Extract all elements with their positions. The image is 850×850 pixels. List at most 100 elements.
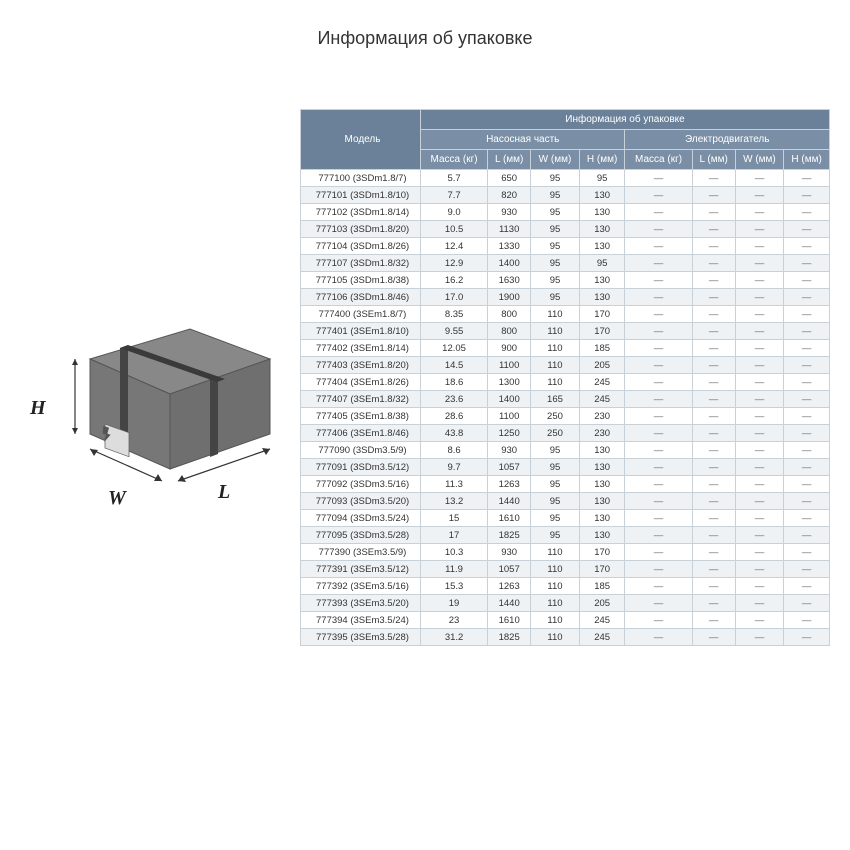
- table-row: 777402 (3SEm1.8/14)12.05900110185————: [301, 340, 830, 357]
- cell-value: —: [784, 170, 830, 187]
- table-row: 777093 (3SDm3.5/20)13.2144095130————: [301, 493, 830, 510]
- cell-value: 800: [488, 323, 531, 340]
- cell-value: —: [692, 510, 735, 527]
- cell-value: —: [735, 204, 784, 221]
- cell-value: 15: [421, 510, 488, 527]
- cell-value: —: [625, 425, 692, 442]
- table-body: 777100 (3SDm1.8/7)5.76509595————777101 (…: [301, 170, 830, 646]
- cell-value: —: [784, 425, 830, 442]
- table-row: 777100 (3SDm1.8/7)5.76509595————: [301, 170, 830, 187]
- cell-value: 1900: [488, 289, 531, 306]
- cell-value: 12.9: [421, 255, 488, 272]
- cell-value: —: [625, 323, 692, 340]
- cell-value: —: [735, 578, 784, 595]
- col-pump: Насосная часть: [421, 130, 625, 150]
- table-row: 777106 (3SDm1.8/46)17.0190095130————: [301, 289, 830, 306]
- cell-value: —: [784, 255, 830, 272]
- cell-model: 777407 (3SEm1.8/32): [301, 391, 421, 408]
- cell-model: 777104 (3SDm1.8/26): [301, 238, 421, 255]
- cell-value: —: [784, 442, 830, 459]
- cell-value: —: [625, 204, 692, 221]
- cell-value: —: [735, 357, 784, 374]
- cell-value: —: [735, 306, 784, 323]
- cell-value: —: [784, 340, 830, 357]
- cell-value: —: [784, 306, 830, 323]
- cell-value: —: [625, 510, 692, 527]
- cell-value: —: [735, 408, 784, 425]
- cell-value: —: [735, 170, 784, 187]
- cell-value: 1440: [488, 595, 531, 612]
- table-row: 777406 (3SEm1.8/46)43.81250250230————: [301, 425, 830, 442]
- cell-value: 12.4: [421, 238, 488, 255]
- cell-model: 777404 (3SEm1.8/26): [301, 374, 421, 391]
- cell-value: —: [735, 510, 784, 527]
- cell-model: 777093 (3SDm3.5/20): [301, 493, 421, 510]
- cell-value: 1057: [488, 561, 531, 578]
- cell-value: —: [692, 561, 735, 578]
- dimension-h-label: H: [30, 397, 46, 420]
- cell-value: —: [735, 544, 784, 561]
- cell-value: 15.3: [421, 578, 488, 595]
- col-pump-w: W (мм): [531, 150, 580, 170]
- table-row: 777105 (3SDm1.8/38)16.2163095130————: [301, 272, 830, 289]
- cell-value: 170: [579, 323, 625, 340]
- cell-value: 110: [531, 306, 580, 323]
- cell-value: 10.5: [421, 221, 488, 238]
- cell-value: 1440: [488, 493, 531, 510]
- box-illustration: H W L: [20, 109, 300, 514]
- cell-value: —: [784, 238, 830, 255]
- cell-value: —: [625, 306, 692, 323]
- cell-value: —: [735, 374, 784, 391]
- table-row: 777407 (3SEm1.8/32)23.61400165245————: [301, 391, 830, 408]
- cell-value: —: [625, 544, 692, 561]
- cell-value: 110: [531, 357, 580, 374]
- cell-model: 777391 (3SEm3.5/12): [301, 561, 421, 578]
- cell-value: —: [735, 289, 784, 306]
- cell-value: —: [625, 442, 692, 459]
- cell-value: 95: [531, 289, 580, 306]
- cell-value: —: [692, 340, 735, 357]
- cell-value: 130: [579, 238, 625, 255]
- table-row: 777107 (3SDm1.8/32)12.914009595————: [301, 255, 830, 272]
- cell-value: —: [625, 170, 692, 187]
- cell-value: —: [735, 323, 784, 340]
- cell-value: 1300: [488, 374, 531, 391]
- col-motor-w: W (мм): [735, 150, 784, 170]
- cell-value: 1610: [488, 510, 531, 527]
- cell-value: 1825: [488, 629, 531, 646]
- col-pump-h: H (мм): [579, 150, 625, 170]
- cell-value: 19: [421, 595, 488, 612]
- table-row: 777394 (3SEm3.5/24)231610110245————: [301, 612, 830, 629]
- cell-value: —: [735, 493, 784, 510]
- cell-value: 17.0: [421, 289, 488, 306]
- cell-model: 777405 (3SEm1.8/38): [301, 408, 421, 425]
- cell-value: 245: [579, 374, 625, 391]
- cell-value: 95: [531, 442, 580, 459]
- cell-value: —: [735, 391, 784, 408]
- col-group-top: Информация об упаковке: [421, 110, 830, 130]
- cell-value: 245: [579, 612, 625, 629]
- cell-value: —: [625, 340, 692, 357]
- cell-value: 1100: [488, 357, 531, 374]
- cell-model: 777402 (3SEm1.8/14): [301, 340, 421, 357]
- cell-value: —: [692, 442, 735, 459]
- cell-model: 777106 (3SDm1.8/46): [301, 289, 421, 306]
- cell-model: 777406 (3SEm1.8/46): [301, 425, 421, 442]
- table-row: 777393 (3SEm3.5/20)191440110205————: [301, 595, 830, 612]
- cell-value: —: [625, 527, 692, 544]
- cell-model: 777092 (3SDm3.5/16): [301, 476, 421, 493]
- col-motor-mass: Масса (кг): [625, 150, 692, 170]
- cell-value: —: [735, 459, 784, 476]
- cell-value: 14.5: [421, 357, 488, 374]
- dimension-l-label: L: [218, 481, 230, 504]
- cell-model: 777095 (3SDm3.5/28): [301, 527, 421, 544]
- cell-value: 170: [579, 561, 625, 578]
- cell-value: 170: [579, 544, 625, 561]
- cell-value: —: [784, 459, 830, 476]
- cell-value: 185: [579, 340, 625, 357]
- cell-value: 95: [531, 221, 580, 238]
- table-row: 777092 (3SDm3.5/16)11.3126395130————: [301, 476, 830, 493]
- cell-value: —: [784, 408, 830, 425]
- table-row: 777392 (3SEm3.5/16)15.31263110185————: [301, 578, 830, 595]
- table-row: 777403 (3SEm1.8/20)14.51100110205————: [301, 357, 830, 374]
